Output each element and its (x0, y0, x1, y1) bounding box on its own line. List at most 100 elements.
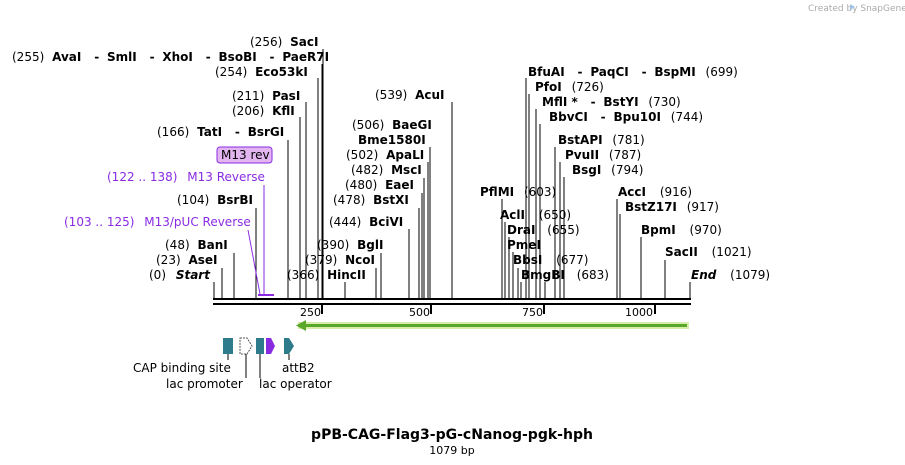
enzyme-label[interactable]: AcuI (415, 88, 444, 102)
primer-label[interactable]: M13/pUC Reverse (144, 215, 251, 229)
lac-operator-feature[interactable] (256, 338, 264, 354)
svg-text:BstZ17I (917): BstZ17I (917) (625, 200, 719, 214)
enzyme-label[interactable]: NcoI (345, 253, 375, 267)
primer-label[interactable]: M13 rev (221, 148, 270, 162)
enzyme-label[interactable]: Bme1580I (358, 133, 426, 147)
enzyme-label[interactable]: BstXI (373, 193, 409, 207)
enzyme-label[interactable]: KflI (272, 104, 295, 118)
enzyme-label[interactable]: TatI (197, 125, 222, 139)
svg-text:(502) ApaLI: (502) ApaLI (346, 148, 424, 162)
site-position: (655) (547, 223, 579, 237)
enzyme-label[interactable]: BsoBI (219, 50, 257, 64)
tick-label: 250 (300, 306, 321, 319)
feature-label[interactable]: CAP binding site (133, 361, 231, 375)
m13-rev-box[interactable] (216, 146, 273, 164)
orf-arrow[interactable] (296, 320, 689, 331)
enzyme-label[interactable]: Eco53kI (255, 65, 308, 79)
site-position: (970) (690, 223, 722, 237)
enzyme-label[interactable]: BstAPI (558, 133, 603, 147)
feature-label[interactable]: attB2 (282, 361, 315, 375)
primer-range: (103 .. 125) (64, 215, 134, 229)
enzyme-label[interactable]: PvuII (565, 148, 599, 162)
enzyme-label[interactable]: PfoI (535, 80, 562, 94)
svg-text:PflMI (603): PflMI (603) (480, 185, 556, 199)
enzyme-label[interactable]: AclI (500, 208, 525, 222)
attb2-feature[interactable] (284, 338, 294, 354)
site-position: (730) (648, 95, 680, 109)
svg-text:BmgBI (683): BmgBI (683) (521, 268, 609, 282)
svg-text:DraI (655): DraI (655) (507, 223, 580, 237)
site-lines (213, 49, 691, 300)
enzyme-label[interactable]: BbvCI (549, 110, 588, 124)
enzyme-label[interactable]: BfuAI (528, 65, 565, 79)
enzyme-label[interactable]: BaeGI (392, 118, 432, 132)
enzyme-label[interactable]: SmlI (107, 50, 137, 64)
svg-text:BstAPI (781): BstAPI (781) (558, 133, 645, 147)
enzyme-label[interactable]: HincII (327, 268, 366, 282)
enzyme-label[interactable]: BsgI (572, 163, 601, 177)
svg-text:(506) BaeGI: (506) BaeGI (352, 118, 432, 132)
site-position: (781) (612, 133, 644, 147)
svg-text:SacII (1021): SacII (1021) (665, 245, 752, 259)
site-separator: - (206, 50, 211, 64)
site-position: (916) (660, 185, 692, 199)
enzyme-label[interactable]: BciVI (369, 215, 403, 229)
enzyme-label[interactable]: EaeI (385, 178, 414, 192)
enzyme-label[interactable]: BanI (197, 238, 227, 252)
site-position: (1079) (730, 268, 770, 282)
map-length: 1079 bp (429, 444, 474, 457)
ruler: 250 500 750 1000 (300, 304, 656, 319)
svg-text:(379) NcoI: (379) NcoI (305, 253, 375, 267)
enzyme-label[interactable]: SacI (290, 35, 318, 49)
svg-text:MflI * - BstYI: MflI * - BstYI (730) (542, 95, 681, 109)
primer-label[interactable]: M13 Reverse (187, 170, 265, 184)
site-position: (0) (149, 268, 166, 282)
site-position: (744) (671, 110, 703, 124)
enzyme-label[interactable]: AseI (188, 253, 217, 267)
site-position: (23) (156, 253, 181, 267)
enzyme-label[interactable]: PaqCI (590, 65, 628, 79)
enzyme-label[interactable]: BspMI (654, 65, 695, 79)
feature-label[interactable]: lac promoter (166, 377, 243, 391)
enzyme-label[interactable]: AvaI (52, 50, 81, 64)
enzyme-label[interactable]: MscI (391, 163, 422, 177)
enzyme-label[interactable]: PflMI (480, 185, 514, 199)
site-position: (478) (333, 193, 365, 207)
enzyme-label[interactable]: BmgBI (521, 268, 565, 282)
enzyme-label[interactable]: XhoI (162, 50, 193, 64)
map-title: pPB-CAG-Flag3-pG-cNanog-pgk-hph (311, 427, 593, 443)
site-position: (444) (329, 215, 361, 229)
svg-text:(366) HincII: (366) HincII (287, 268, 366, 282)
enzyme-label[interactable]: BglI (357, 238, 383, 252)
enzyme-label[interactable]: PaeR7I (282, 50, 329, 64)
enzyme-label[interactable]: PasI (272, 89, 300, 103)
feature-label[interactable]: lac operator (259, 377, 332, 391)
enzyme-label[interactable]: BsrGI (248, 125, 285, 139)
site-position: (699) (706, 65, 738, 79)
enzyme-label[interactable]: ApaLI (386, 148, 424, 162)
enzyme-label[interactable]: BstYI (603, 95, 638, 109)
enzyme-label[interactable]: BstZ17I (625, 200, 677, 214)
enzyme-label[interactable]: Bpu10I (613, 110, 660, 124)
cap-binding-site-feature[interactable] (223, 338, 233, 354)
svg-text:(206) KflI: (206) KflI (232, 104, 295, 118)
enzyme-label[interactable]: DraI (507, 223, 535, 237)
site-separator: - (601, 110, 606, 124)
svg-text:(48) BanI: (48) BanI (165, 238, 228, 252)
enzyme-label[interactable]: MflI * (542, 95, 578, 109)
site-labels-left: (255) AvaI - SmlI - XhoI - BsoBI - PaeR7… (12, 35, 329, 282)
enzyme-label[interactable]: BpmI (641, 223, 676, 237)
site-position: (683) (577, 268, 609, 282)
site-position: (726) (572, 80, 604, 94)
enzyme-label[interactable]: BbsI (513, 253, 542, 267)
enzyme-label[interactable]: BsrBI (217, 193, 253, 207)
site-labels-middle: (539) AcuI (506) BaeGI Bme1580I (502) Ap… (287, 88, 445, 282)
enzyme-label[interactable]: AccI (618, 185, 646, 199)
enzyme-label[interactable]: SacII (665, 245, 698, 259)
m13-primer-feature[interactable] (266, 338, 275, 354)
enzyme-label[interactable]: PmeI (507, 238, 541, 252)
lac-promoter-feature[interactable] (239, 337, 253, 355)
end-label: End (691, 268, 717, 282)
